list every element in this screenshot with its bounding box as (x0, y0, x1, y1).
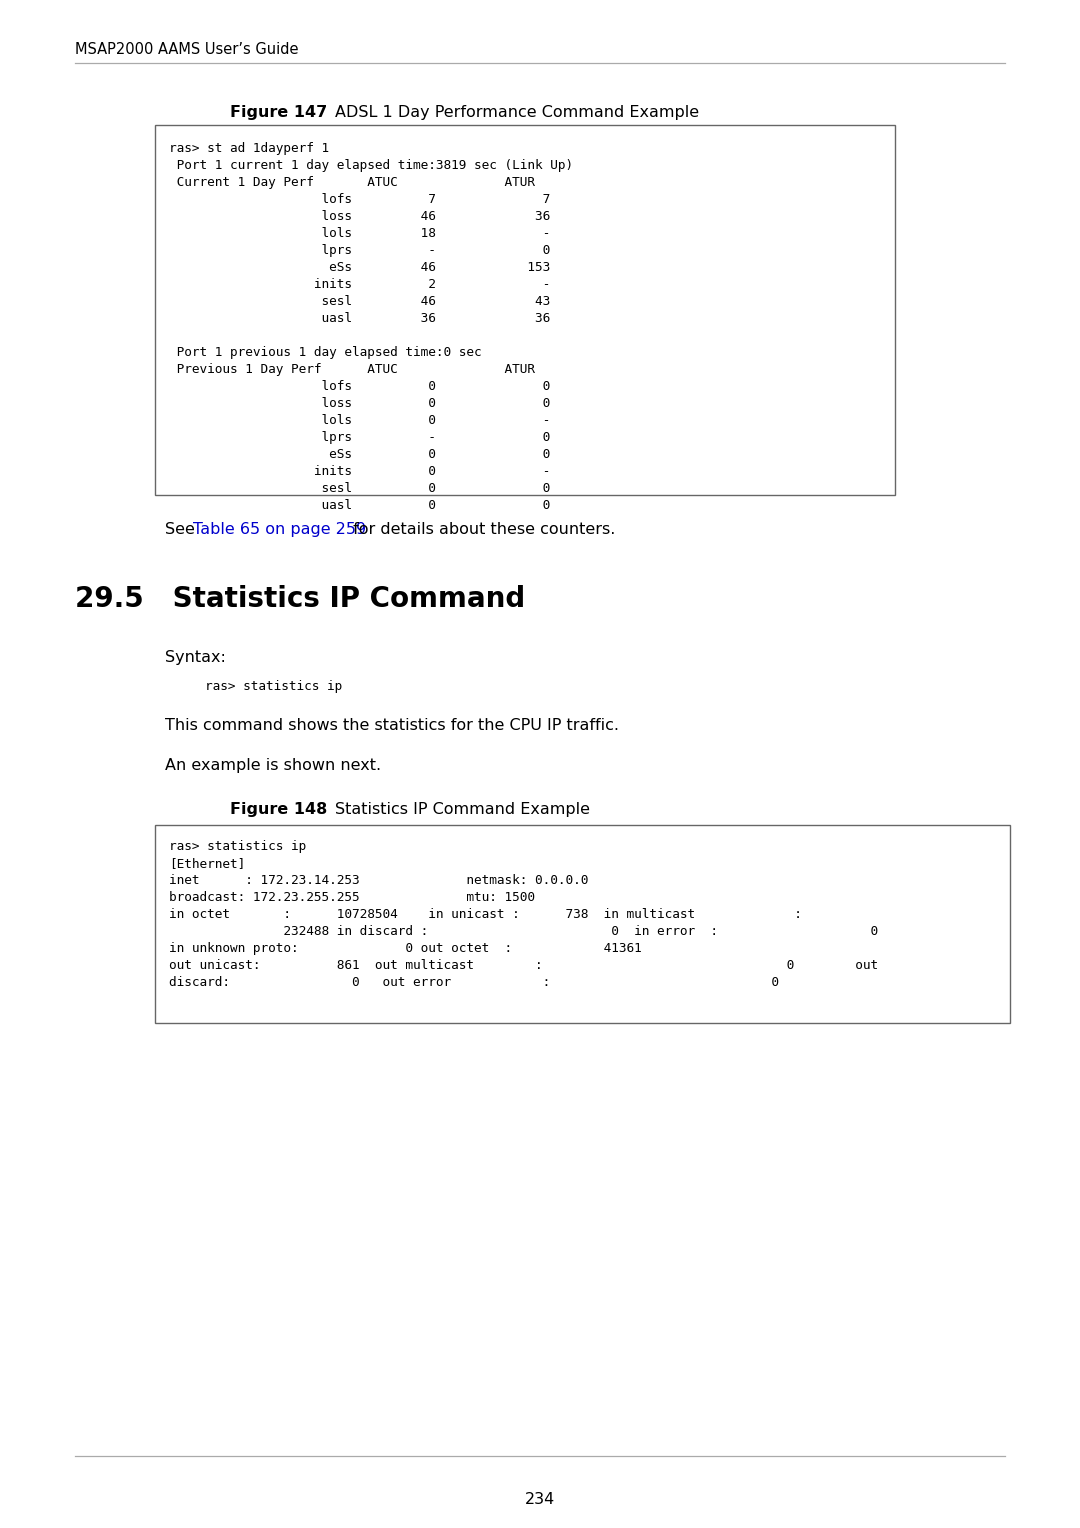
Text: out unicast:          861  out multicast        :                               : out unicast: 861 out multicast : (168, 960, 878, 972)
Text: See: See (165, 523, 200, 536)
Text: This command shows the statistics for the CPU IP traffic.: This command shows the statistics for th… (165, 718, 619, 733)
Text: lofs          0              0: lofs 0 0 (168, 380, 550, 393)
Text: Figure 147: Figure 147 (230, 105, 327, 121)
Text: uasl          0              0: uasl 0 0 (168, 500, 550, 512)
Text: lprs          -              0: lprs - 0 (168, 244, 550, 257)
Text: discard:                0   out error            :                             0: discard: 0 out error : 0 (168, 976, 779, 989)
Text: uasl         36             36: uasl 36 36 (168, 312, 550, 325)
Text: in octet       :      10728504    in unicast :      738  in multicast           : in octet : 10728504 in unicast : 738 in … (168, 908, 801, 921)
Text: ras> statistics ip: ras> statistics ip (205, 680, 342, 694)
Text: An example is shown next.: An example is shown next. (165, 758, 381, 773)
Text: loss          0              0: loss 0 0 (168, 397, 550, 410)
Text: [Ethernet]: [Ethernet] (168, 857, 245, 869)
Text: lprs          -              0: lprs - 0 (168, 431, 550, 445)
Text: lols         18              -: lols 18 - (168, 228, 550, 240)
Bar (156, 125, 895, 495)
Text: Syntax:: Syntax: (165, 649, 226, 665)
Text: ras> statistics ip: ras> statistics ip (168, 840, 307, 853)
Text: lofs          7              7: lofs 7 7 (168, 193, 550, 206)
Text: inits          2              -: inits 2 - (168, 278, 550, 290)
Text: sesl         46             43: sesl 46 43 (168, 295, 550, 309)
Text: 234: 234 (525, 1491, 555, 1507)
Text: eSs          0              0: eSs 0 0 (168, 448, 550, 461)
Text: ADSL 1 Day Performance Command Example: ADSL 1 Day Performance Command Example (335, 105, 699, 121)
Text: sesl          0              0: sesl 0 0 (168, 481, 550, 495)
Text: for details about these counters.: for details about these counters. (348, 523, 616, 536)
Text: lols          0              -: lols 0 - (168, 414, 550, 426)
Text: eSs         46            153: eSs 46 153 (168, 261, 550, 274)
Text: broadcast: 172.23.255.255              mtu: 1500: broadcast: 172.23.255.255 mtu: 1500 (168, 891, 535, 905)
Text: ras> st ad 1dayperf 1: ras> st ad 1dayperf 1 (168, 142, 329, 154)
Text: Port 1 current 1 day elapsed time:3819 sec (Link Up): Port 1 current 1 day elapsed time:3819 s… (168, 159, 573, 173)
Text: Port 1 previous 1 day elapsed time:0 sec: Port 1 previous 1 day elapsed time:0 sec (168, 345, 482, 359)
Text: Figure 148: Figure 148 (230, 802, 327, 817)
Text: loss         46             36: loss 46 36 (168, 209, 550, 223)
Text: MSAP2000 AAMS User’s Guide: MSAP2000 AAMS User’s Guide (75, 41, 298, 57)
Text: in unknown proto:              0 out octet  :            41361: in unknown proto: 0 out octet : 41361 (168, 941, 642, 955)
Text: Current 1 Day Perf       ATUC              ATUR: Current 1 Day Perf ATUC ATUR (168, 176, 535, 189)
Text: inits          0              -: inits 0 - (168, 465, 550, 478)
Bar (156, 825, 1010, 1024)
Text: 29.5   Statistics IP Command: 29.5 Statistics IP Command (75, 585, 525, 613)
Text: inet      : 172.23.14.253              netmask: 0.0.0.0: inet : 172.23.14.253 netmask: 0.0.0.0 (168, 874, 589, 886)
Text: Statistics IP Command Example: Statistics IP Command Example (335, 802, 590, 817)
Text: Previous 1 Day Perf      ATUC              ATUR: Previous 1 Day Perf ATUC ATUR (168, 364, 535, 376)
Text: Table 65 on page 259: Table 65 on page 259 (193, 523, 366, 536)
Text: 232488 in discard :                        0  in error  :                    0: 232488 in discard : 0 in error : 0 (168, 924, 878, 938)
